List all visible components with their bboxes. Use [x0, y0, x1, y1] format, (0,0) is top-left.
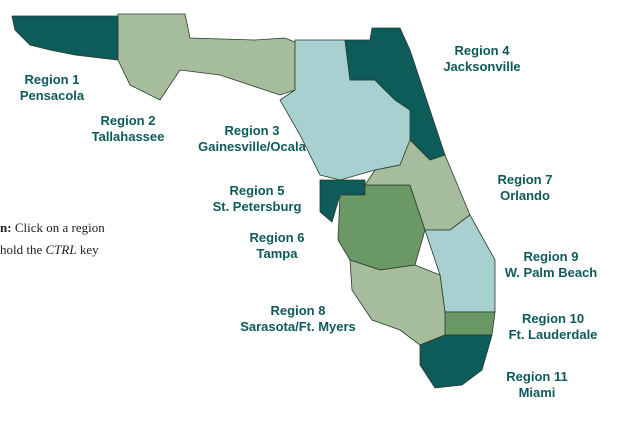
region-name[interactable]: Region 1	[25, 72, 80, 87]
region-city[interactable]: Jacksonville	[443, 59, 520, 74]
region-1-area[interactable]	[11, 15, 119, 61]
instruction-line-1: n: Click on a region	[0, 220, 105, 235]
region-2-area[interactable]	[117, 13, 296, 101]
region-city[interactable]: Pensacola	[20, 88, 85, 103]
region-name[interactable]: Region 2	[101, 113, 156, 128]
region-name[interactable]: Region 6	[250, 230, 305, 245]
region-10-area[interactable]	[444, 311, 496, 336]
region-city[interactable]: Orlando	[500, 188, 550, 203]
instruction-key: CTRL	[46, 242, 77, 257]
instruction-text: hold the	[0, 242, 42, 257]
region-city[interactable]: Tampa	[257, 246, 299, 261]
region-name[interactable]: Region 4	[455, 43, 511, 58]
region-name[interactable]: Region 7	[498, 172, 553, 187]
instruction-bold: n:	[0, 220, 12, 235]
region-name[interactable]: Region 11	[506, 369, 567, 384]
region-11-area[interactable]	[419, 334, 493, 389]
region-6-area[interactable]	[337, 184, 426, 271]
instruction-text: key	[80, 242, 99, 257]
region-name[interactable]: Region 8	[271, 303, 326, 318]
region-city[interactable]: Miami	[519, 385, 556, 400]
instruction-text: Click on a region	[15, 220, 105, 235]
region-city[interactable]: Tallahassee	[92, 129, 165, 144]
regions	[11, 13, 496, 389]
region-city[interactable]: Sarasota/Ft. Myers	[240, 319, 356, 334]
region-name[interactable]: Region 10	[522, 311, 584, 326]
region-name[interactable]: Region 5	[230, 183, 285, 198]
instruction-line-2: hold the CTRL key	[0, 242, 99, 257]
region-8-area[interactable]	[349, 259, 446, 346]
region-city[interactable]: St. Petersburg	[213, 199, 302, 214]
region-city[interactable]: W. Palm Beach	[505, 265, 598, 280]
region-city[interactable]: Gainesville/Ocala	[198, 139, 306, 154]
region-name[interactable]: Region 9	[524, 249, 579, 264]
region-city[interactable]: Ft. Lauderdale	[509, 327, 598, 342]
region-name[interactable]: Region 3	[225, 123, 280, 138]
